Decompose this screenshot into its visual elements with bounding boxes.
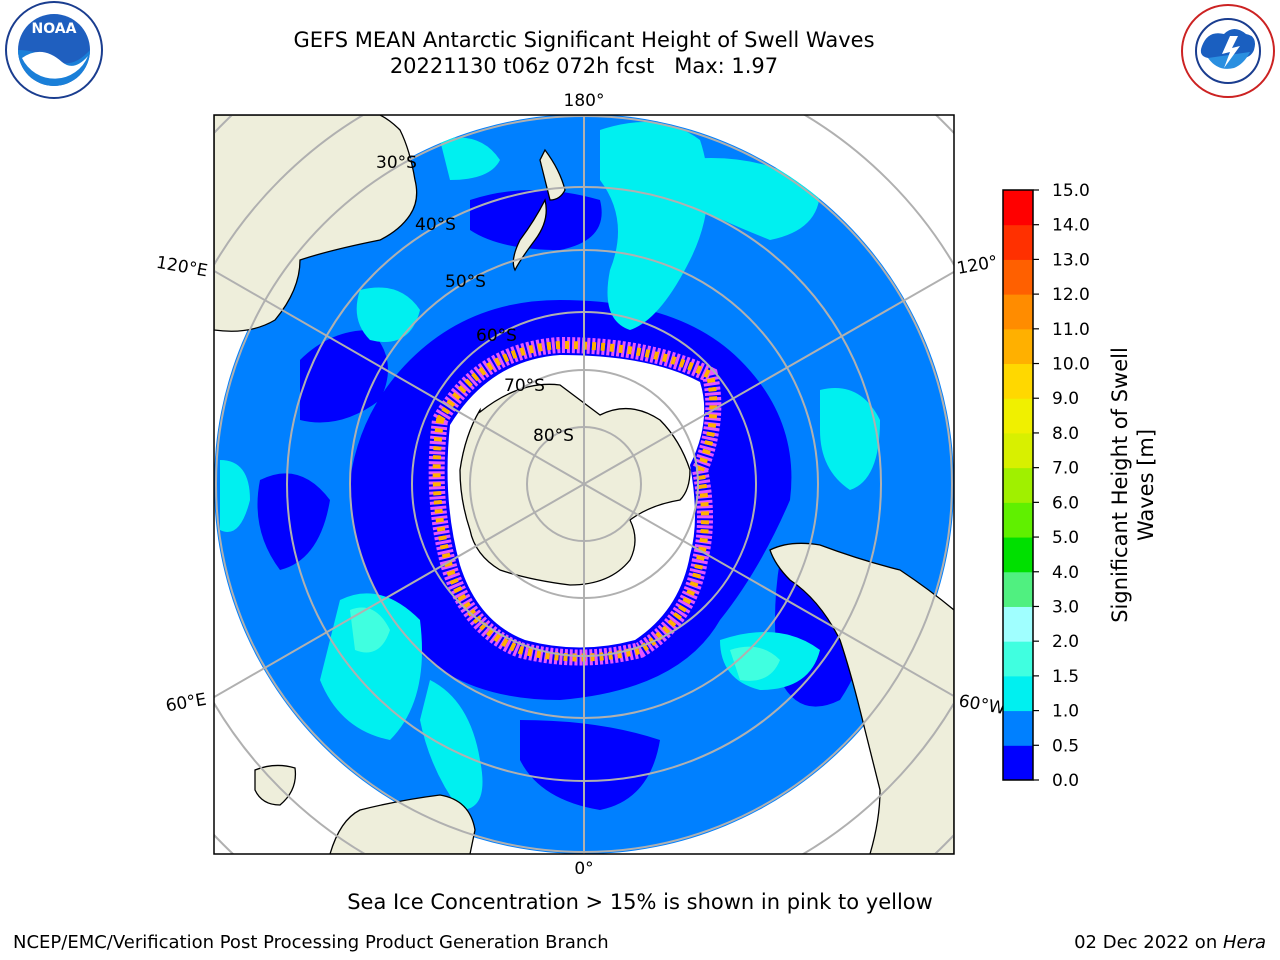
colorbar-tick-label: 14.0 [1052, 216, 1090, 236]
colorbar-tick-label: 0.0 [1052, 771, 1079, 791]
colorbar-bin [1003, 432, 1033, 469]
colorbar-bin [1003, 745, 1033, 781]
colorbar-bin [1003, 571, 1033, 607]
footer-date: 02 Dec 2022 on Hera [1074, 932, 1266, 953]
chart-subtitle: 20221130 t06z 072h fcst Max: 1.97 [389, 54, 779, 78]
colorbar-bin [1003, 502, 1033, 538]
noaa-logo-icon: NOAA [5, 1, 103, 99]
colorbar-tick-label: 8.0 [1052, 424, 1079, 444]
colorbar-bin [1003, 398, 1033, 434]
lon-label-180: 180° [564, 91, 605, 111]
colorbar-bin [1003, 328, 1033, 365]
colorbar-tick-label: 2.0 [1052, 632, 1079, 652]
colorbar-title: Significant Height of Swell Waves [m] [1108, 347, 1158, 623]
colorbar-bin [1003, 467, 1033, 503]
lat-label-30s: 30°S [376, 153, 417, 173]
colorbar-bin [1003, 259, 1033, 295]
footer-machine: Hera [1222, 932, 1266, 953]
sea-ice [428, 336, 722, 666]
colorbar-bin [1003, 537, 1033, 573]
colorbar-tick-label: 6.0 [1052, 493, 1079, 513]
lat-label-80s: 80°S [533, 426, 574, 446]
colorbar-bin [1003, 641, 1033, 677]
chart-title: GEFS MEAN Antarctic Significant Height o… [293, 28, 875, 52]
colorbar-bin [1003, 294, 1033, 330]
lat-label-40s: 40°S [415, 215, 456, 235]
lat-label-70s: 70°S [504, 376, 545, 396]
colorbar-bin [1003, 710, 1033, 746]
nws-logo-icon [1181, 4, 1275, 98]
colorbar-bin [1003, 190, 1033, 226]
colorbar-tick-label: 11.0 [1052, 320, 1090, 340]
footer-producer: NCEP/EMC/Verification Post Processing Pr… [13, 932, 609, 953]
colorbar-bin [1003, 606, 1033, 642]
colorbar-tick-label: 7.0 [1052, 459, 1079, 479]
colorbar-tick-label: 9.0 [1052, 389, 1079, 409]
lat-label-50s: 50°S [445, 272, 486, 292]
colorbar-bin [1003, 224, 1033, 260]
colorbar-tick-label: 15.0 [1052, 181, 1090, 201]
lat-label-60s: 60°S [476, 326, 517, 346]
map-frame [213, 114, 955, 855]
colorbar-tick-label: 1.0 [1052, 702, 1079, 722]
colorbar-tick-label: 0.5 [1052, 736, 1079, 756]
lon-label-0: 0° [574, 859, 593, 879]
colorbar-tick-label: 4.0 [1052, 563, 1079, 583]
colorbar-tick-label: 1.5 [1052, 667, 1079, 687]
colorbar-bin [1003, 363, 1033, 399]
sea-ice-note: Sea Ice Concentration > 15% is shown in … [347, 890, 933, 914]
colorbar-frame [1002, 189, 1034, 781]
colorbar-tick-label: 5.0 [1052, 528, 1079, 548]
colorbar-tick-label: 3.0 [1052, 597, 1079, 617]
colorbar-tick-label: 10.0 [1052, 355, 1090, 375]
colorbar-tick-label: 13.0 [1052, 250, 1090, 270]
colorbar-tick-label: 12.0 [1052, 285, 1090, 305]
graticule [214, 115, 954, 854]
noaa-logo-text: NOAA [32, 21, 77, 37]
colorbar-bin [1003, 675, 1033, 712]
